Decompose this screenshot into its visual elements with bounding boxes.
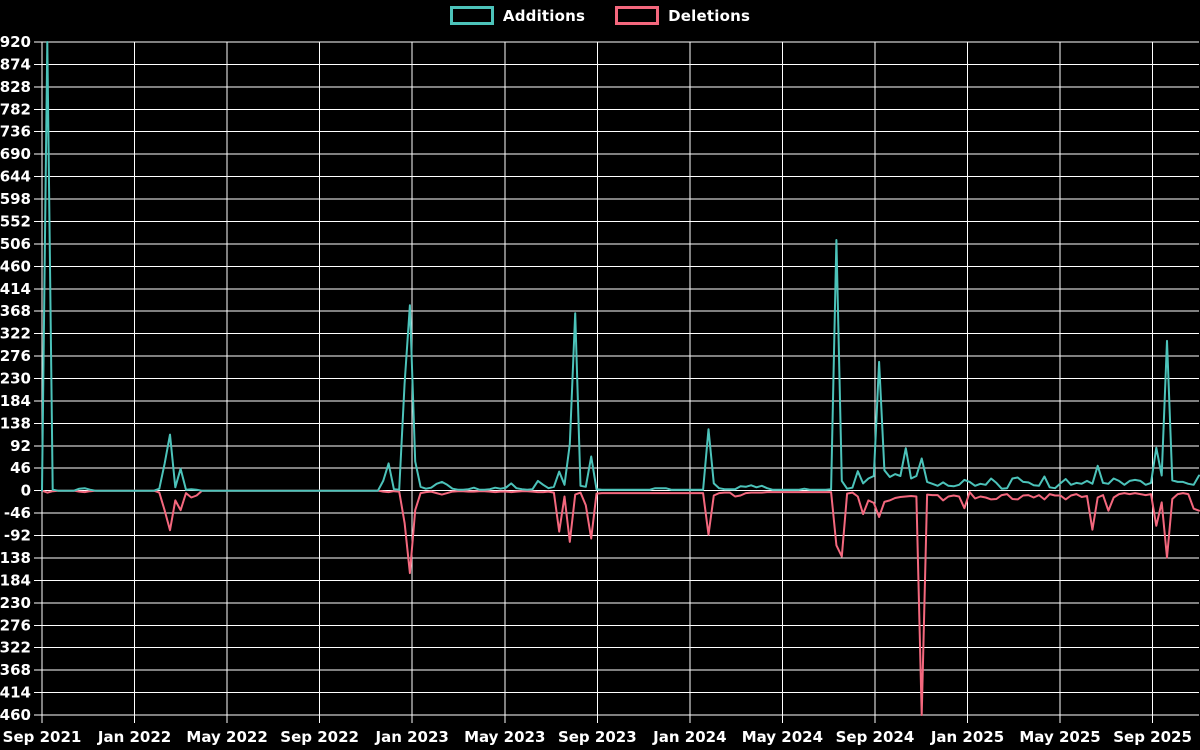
y-tick-label: 690 [0, 145, 31, 163]
y-tick-label: 598 [0, 190, 31, 208]
y-axis-labels: 9208748287827366906445985525064604143683… [0, 33, 31, 724]
y-tick-label: -138 [0, 549, 31, 567]
y-tick-label: 184 [0, 392, 31, 410]
y-tick-label: 368 [0, 302, 31, 320]
x-tick-label: May 2024 [742, 728, 823, 746]
x-tick-label: Sep 2022 [280, 728, 359, 746]
y-tick-label: 322 [0, 325, 31, 343]
x-tick-label: Jan 2024 [652, 728, 726, 746]
y-tick-label: -322 [0, 639, 31, 657]
chart-legend: Additions Deletions [0, 6, 1200, 25]
x-tick-label: May 2025 [1019, 728, 1100, 746]
y-tick-label: 230 [0, 370, 31, 388]
x-tick-label: Sep 2023 [558, 728, 637, 746]
deletions-swatch-icon [615, 6, 660, 25]
x-tick-label: Jan 2025 [930, 728, 1004, 746]
x-tick-label: Sep 2021 [3, 728, 82, 746]
y-tick-label: -368 [0, 661, 31, 679]
y-tick-label: 276 [0, 347, 31, 365]
y-tick-label: 138 [0, 414, 31, 432]
x-tick-label: Jan 2023 [375, 728, 449, 746]
deletions-legend-label: Deletions [668, 6, 751, 25]
additions-swatch-icon [449, 6, 494, 25]
y-tick-label: 46 [10, 459, 31, 477]
y-tick-label: 782 [0, 100, 31, 118]
x-tick-label: Sep 2024 [836, 728, 915, 746]
y-tick-label: 552 [0, 212, 31, 230]
y-tick-label: 828 [0, 78, 31, 96]
y-tick-label: 920 [0, 33, 31, 51]
gridlines [41, 41, 1199, 716]
y-tick-label: -230 [0, 594, 31, 612]
y-tick-label: 460 [0, 257, 31, 275]
y-tick-label: 874 [0, 55, 31, 73]
x-tick-label: May 2023 [464, 728, 545, 746]
x-tick-label: Sep 2025 [1113, 728, 1192, 746]
y-tick-label: -92 [4, 527, 31, 545]
y-tick-label: 644 [0, 168, 31, 186]
y-tick-label: -184 [0, 571, 31, 589]
additions-line [41, 41, 1200, 492]
x-tick-label: Jan 2022 [97, 728, 171, 746]
x-tick-label: May 2022 [186, 728, 267, 746]
legend-item-additions: Additions [449, 6, 586, 25]
y-tick-label: -276 [0, 616, 31, 634]
legend-item-deletions: Deletions [615, 6, 750, 25]
y-tick-label: 414 [0, 280, 31, 298]
y-tick-label: 0 [21, 482, 31, 500]
y-tick-label: 736 [0, 123, 31, 141]
y-tick-label: -46 [4, 504, 31, 522]
x-axis-labels: Sep 2021 Jan 2022 May 2022 Sep 2022 Jan 2023… [3, 728, 1192, 746]
additions-legend-label: Additions [502, 6, 586, 25]
y-tick-label: 92 [10, 437, 31, 455]
y-tick-label: -460 [0, 706, 31, 724]
axis-ticks [34, 41, 1154, 723]
y-tick-label: 506 [0, 235, 31, 253]
y-tick-label: -414 [0, 684, 31, 702]
